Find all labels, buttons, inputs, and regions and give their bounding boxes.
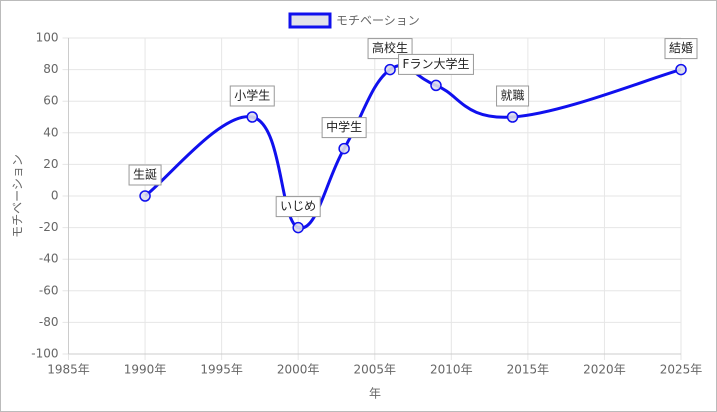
y-tick-label: -100 [31,347,58,361]
y-tick-label: 60 [43,94,58,108]
point [430,79,442,92]
x-axis-title: 年 [369,387,381,401]
y-tick-label: 0 [51,189,59,203]
y-tick-label: 100 [36,31,59,45]
annotation-box [664,38,698,60]
annotation-box [229,85,275,107]
point [506,111,519,123]
annotation-label: 高校生 [372,40,408,55]
annotation-label: 中学生 [326,119,362,134]
x-tick-label: 2015年 [507,363,550,377]
point [675,63,687,76]
y-tick-label: 40 [43,125,58,139]
y-tick-label: 20 [43,157,58,171]
annotation-box [321,117,367,139]
y-tick-label: -40 [39,252,59,266]
annotation-box [496,85,530,107]
x-tick-label: 1995年 [200,363,243,377]
y-axis-title: モチベーション [11,154,25,238]
point [338,142,350,155]
x-tick-label: 2005年 [353,363,396,377]
annotation-box [275,196,321,218]
annotation-label: Fラン大学生 [403,56,470,71]
x-tick-label: 2020年 [583,363,626,377]
annotation-label: 小学生 [234,88,270,103]
annotation-label: 結婚 [669,41,693,55]
point [384,63,396,76]
x-tick-label: 1990年 [124,363,167,377]
annotation-box [367,38,413,60]
x-tick-label: 2000年 [277,363,320,377]
x-tick-label: 1985年 [47,363,90,377]
annotation-label: 生誕 [133,168,157,182]
point [139,190,151,202]
point [292,221,304,234]
y-tick-label: -80 [39,315,59,329]
annotation-label: いじめ [280,199,316,213]
legend-label: モチベーション [336,14,420,28]
y-tick-label: 80 [43,62,58,76]
legend-swatch [288,12,332,29]
point [246,111,258,123]
y-tick-label: -60 [39,283,59,297]
y-tick-label: -20 [39,220,59,234]
annotation-box [398,53,474,75]
annotation-label: 就職 [501,89,525,103]
x-tick-label: 2010年 [430,363,473,377]
annotation-box [128,164,162,186]
x-tick-label: 2025年 [660,363,703,377]
